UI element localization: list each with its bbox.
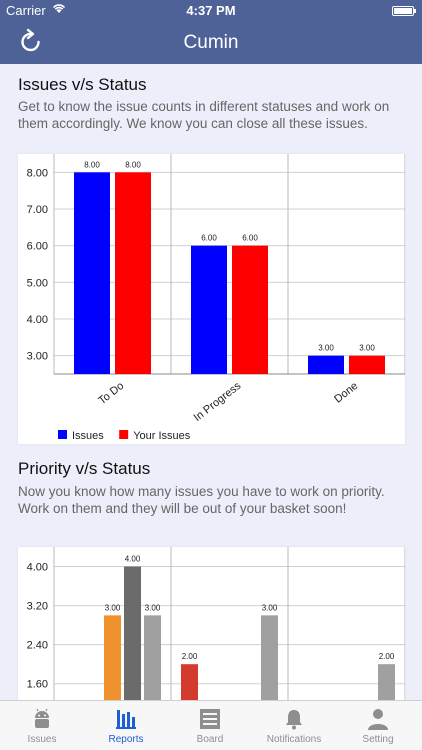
status-time: 4:37 PM	[186, 3, 236, 18]
tab-reports[interactable]: Reports	[84, 701, 168, 750]
bar	[261, 615, 278, 700]
carrier-label: Carrier	[6, 3, 46, 18]
wifi-icon	[52, 3, 66, 17]
bar-value-label: 3.00	[105, 603, 121, 612]
bar	[74, 172, 110, 374]
legend-swatch	[119, 430, 129, 439]
board-icon	[198, 707, 222, 731]
refresh-icon[interactable]	[18, 28, 44, 56]
status-bar: Carrier 4:37 PM	[0, 0, 422, 22]
bar-value-label: 2.00	[182, 652, 198, 661]
tab-board[interactable]: Board	[168, 701, 252, 750]
bar	[144, 615, 161, 700]
y-tick-label: 7.00	[27, 204, 48, 216]
x-tick-label: In Progress	[192, 380, 244, 424]
bar-value-label: 4.00	[125, 555, 141, 564]
bar-value-label: 2.00	[379, 652, 395, 661]
bar	[104, 615, 121, 700]
tab-issues[interactable]: Issues	[0, 701, 84, 750]
bar-value-label: 6.00	[201, 234, 217, 243]
x-tick-label: Done	[332, 380, 360, 406]
x-tick-label: To Do	[96, 380, 126, 407]
y-tick-label: 1.60	[27, 679, 48, 691]
tab-notifications[interactable]: Notifications	[252, 701, 336, 750]
y-tick-label: 5.00	[27, 277, 48, 289]
bar	[181, 664, 198, 700]
bar	[232, 245, 268, 374]
tab-setting-label: Setting	[362, 734, 394, 745]
bar	[378, 664, 395, 700]
bar-value-label: 3.00	[262, 603, 278, 612]
tab-bar: Issues Reports Board Notifications Setti…	[0, 700, 422, 750]
bar-value-label: 6.00	[242, 234, 258, 243]
navigation-bar: Cumin	[0, 22, 422, 64]
priority-status-title: Priority v/s Status	[18, 459, 151, 478]
bar	[124, 566, 141, 700]
battery-icon	[392, 6, 416, 16]
bar	[308, 355, 344, 374]
y-tick-label: 3.20	[27, 601, 48, 613]
tab-board-label: Board	[196, 734, 224, 745]
android-icon	[30, 707, 54, 731]
reports-content: Issues v/s Status Get to know the issue …	[0, 64, 422, 700]
bar	[349, 355, 385, 374]
y-tick-label: 4.00	[27, 562, 48, 574]
person-icon	[366, 707, 390, 731]
bar-value-label: 8.00	[125, 160, 141, 169]
priority-status-chart: 1.602.403.204.001.001.003.004.003.002.00…	[18, 547, 405, 700]
issues-status-description: Get to know the issue counts in differen…	[18, 99, 390, 131]
bar-chart-icon	[114, 707, 138, 731]
bar	[191, 245, 227, 374]
legend-label: Your Issues	[133, 430, 191, 442]
y-tick-label: 3.00	[27, 351, 48, 363]
legend-label: Issues	[72, 430, 104, 442]
y-tick-label: 2.40	[27, 640, 48, 652]
tab-reports-label: Reports	[108, 734, 144, 745]
legend-swatch	[58, 430, 67, 439]
issues-status-chart: 3.00 4.00 5.00 6.00 7.00 8.00 8.00 8.00 To Do 6.0…	[18, 154, 405, 444]
bell-icon	[282, 707, 306, 731]
bar-value-label: 3.00	[145, 603, 161, 612]
y-tick-label: 4.00	[27, 314, 48, 326]
bar	[115, 172, 151, 374]
tab-setting[interactable]: Setting	[336, 701, 420, 750]
priority-status-description: Now you know how many issues you have to…	[18, 484, 385, 516]
bar-value-label: 3.00	[359, 344, 375, 353]
bar-value-label: 8.00	[84, 160, 100, 169]
bar-value-label: 3.00	[318, 344, 334, 353]
y-tick-label: 8.00	[27, 167, 48, 179]
tab-issues-label: Issues	[27, 734, 57, 745]
page-title: Cumin	[183, 32, 239, 53]
issues-status-title: Issues v/s Status	[18, 75, 147, 94]
y-tick-label: 6.00	[27, 241, 48, 253]
tab-notifications-label: Notifications	[266, 734, 322, 745]
